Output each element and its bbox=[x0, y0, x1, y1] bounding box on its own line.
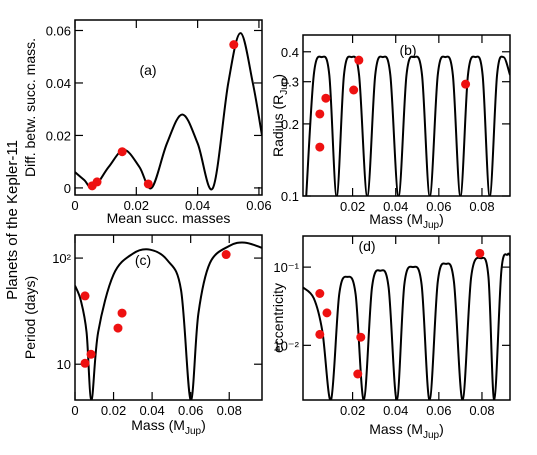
x-axis-label-part: Jup bbox=[423, 430, 440, 441]
planet-point bbox=[117, 147, 127, 157]
x-axis-label: Mass (MJup) bbox=[369, 211, 443, 231]
x-tick-label: 0 bbox=[71, 403, 78, 418]
planet-point bbox=[354, 55, 364, 65]
planet-point bbox=[321, 93, 331, 103]
planet-point bbox=[475, 248, 485, 258]
x-tick-label: 0.08 bbox=[469, 199, 494, 214]
x-axis-label-part: ) bbox=[439, 211, 444, 227]
x-tick-label: 0.02 bbox=[124, 198, 149, 213]
planet-point bbox=[353, 369, 363, 379]
x-tick-label: 0.04 bbox=[383, 403, 408, 418]
x-tick-label: 0 bbox=[71, 198, 78, 213]
y-tick-label: 10² bbox=[52, 251, 71, 266]
x-tick-label: 0.06 bbox=[426, 199, 451, 214]
y-axis-label: eccentricity bbox=[270, 283, 286, 353]
x-tick-label: 0.04 bbox=[185, 198, 210, 213]
planet-point bbox=[143, 179, 153, 189]
planet-point bbox=[461, 79, 471, 89]
y-tick-label: 0.1 bbox=[281, 189, 299, 204]
y-tick-label: 0.06 bbox=[46, 23, 71, 38]
model-curve bbox=[75, 241, 262, 400]
x-tick-label: 0.02 bbox=[340, 199, 365, 214]
panel-annotation: (c) bbox=[135, 252, 151, 268]
x-axis-label-part: Mass (M bbox=[369, 421, 423, 437]
planet-point bbox=[80, 291, 90, 301]
x-tick-label: 0.04 bbox=[383, 199, 408, 214]
y-tick-label: 10⁻² bbox=[273, 338, 299, 353]
planet-point bbox=[221, 250, 231, 260]
x-tick-label: 0.06 bbox=[246, 198, 271, 213]
planet-point bbox=[315, 329, 325, 339]
planet-point bbox=[315, 109, 325, 119]
x-axis-label-part: ) bbox=[439, 421, 444, 437]
x-axis-label-part: Jup bbox=[185, 426, 202, 437]
y-tick-label: 0.2 bbox=[281, 117, 299, 132]
planet-point bbox=[113, 323, 123, 333]
y-axis-label-part: eccentricity bbox=[270, 283, 286, 353]
planet-point bbox=[356, 332, 366, 342]
x-axis-label-part: Jup bbox=[423, 220, 440, 231]
x-axis-label: Mean succ. masses bbox=[107, 210, 231, 226]
y-tick-label: 0.04 bbox=[46, 76, 71, 91]
y-tick-label: 0.3 bbox=[281, 75, 299, 90]
panel-annotation: (b) bbox=[399, 42, 416, 58]
planet-point bbox=[315, 142, 325, 152]
figure-title: Planets of the Kepler-11 bbox=[4, 140, 21, 300]
y-axis-label-part: Radius (R bbox=[270, 95, 286, 157]
y-axis-label-part: ) bbox=[270, 74, 286, 79]
x-axis-label-part: Mean succ. masses bbox=[107, 210, 231, 226]
y-tick-label: 0.4 bbox=[281, 45, 299, 60]
y-tick-label: 10⁻¹ bbox=[273, 260, 299, 275]
y-axis-label-part: Period (days) bbox=[22, 276, 38, 359]
y-axis-label: Diff. betw. succ. mass. bbox=[22, 38, 38, 177]
model-curve bbox=[303, 252, 510, 400]
x-tick-label: 0.08 bbox=[217, 403, 242, 418]
x-tick-label: 0.02 bbox=[340, 403, 365, 418]
x-axis-label-part: ) bbox=[201, 417, 206, 433]
x-axis-label: Mass (MJup) bbox=[369, 421, 443, 441]
planet-point bbox=[315, 288, 325, 298]
panel-annotation: (a) bbox=[139, 62, 156, 78]
y-tick-label: 0 bbox=[64, 181, 71, 196]
x-axis-label-part: Mass (M bbox=[131, 417, 185, 433]
plot-frame bbox=[74, 234, 263, 401]
plot-frame bbox=[302, 235, 511, 401]
x-tick-label: 0.02 bbox=[101, 403, 126, 418]
y-tick-label: 10 bbox=[57, 357, 71, 372]
panel-annotation: (d) bbox=[358, 238, 375, 254]
y-axis-label: Radius (RJup) bbox=[270, 74, 290, 157]
y-tick-label: 0.02 bbox=[46, 128, 71, 143]
x-tick-label: 0.04 bbox=[139, 403, 164, 418]
x-tick-label: 0.06 bbox=[178, 403, 203, 418]
plot-frame bbox=[302, 34, 511, 197]
x-axis-label-part: Mass (M bbox=[369, 211, 423, 227]
planet-point bbox=[117, 308, 127, 318]
y-axis-label-part: Diff. betw. succ. mass. bbox=[22, 38, 38, 177]
y-axis-label: Period (days) bbox=[22, 276, 38, 359]
planet-point bbox=[92, 177, 102, 187]
planet-point bbox=[86, 349, 96, 359]
plot-frame bbox=[74, 19, 263, 196]
planet-point bbox=[80, 358, 90, 368]
x-tick-label: 0.06 bbox=[426, 403, 451, 418]
planet-point bbox=[229, 40, 239, 50]
planet-point bbox=[349, 85, 359, 95]
y-axis-label-part: Jup bbox=[279, 78, 290, 95]
x-axis-label: Mass (MJup) bbox=[131, 417, 205, 437]
model-curve bbox=[305, 55, 510, 196]
planet-point bbox=[322, 308, 332, 318]
x-tick-label: 0.08 bbox=[469, 403, 494, 418]
